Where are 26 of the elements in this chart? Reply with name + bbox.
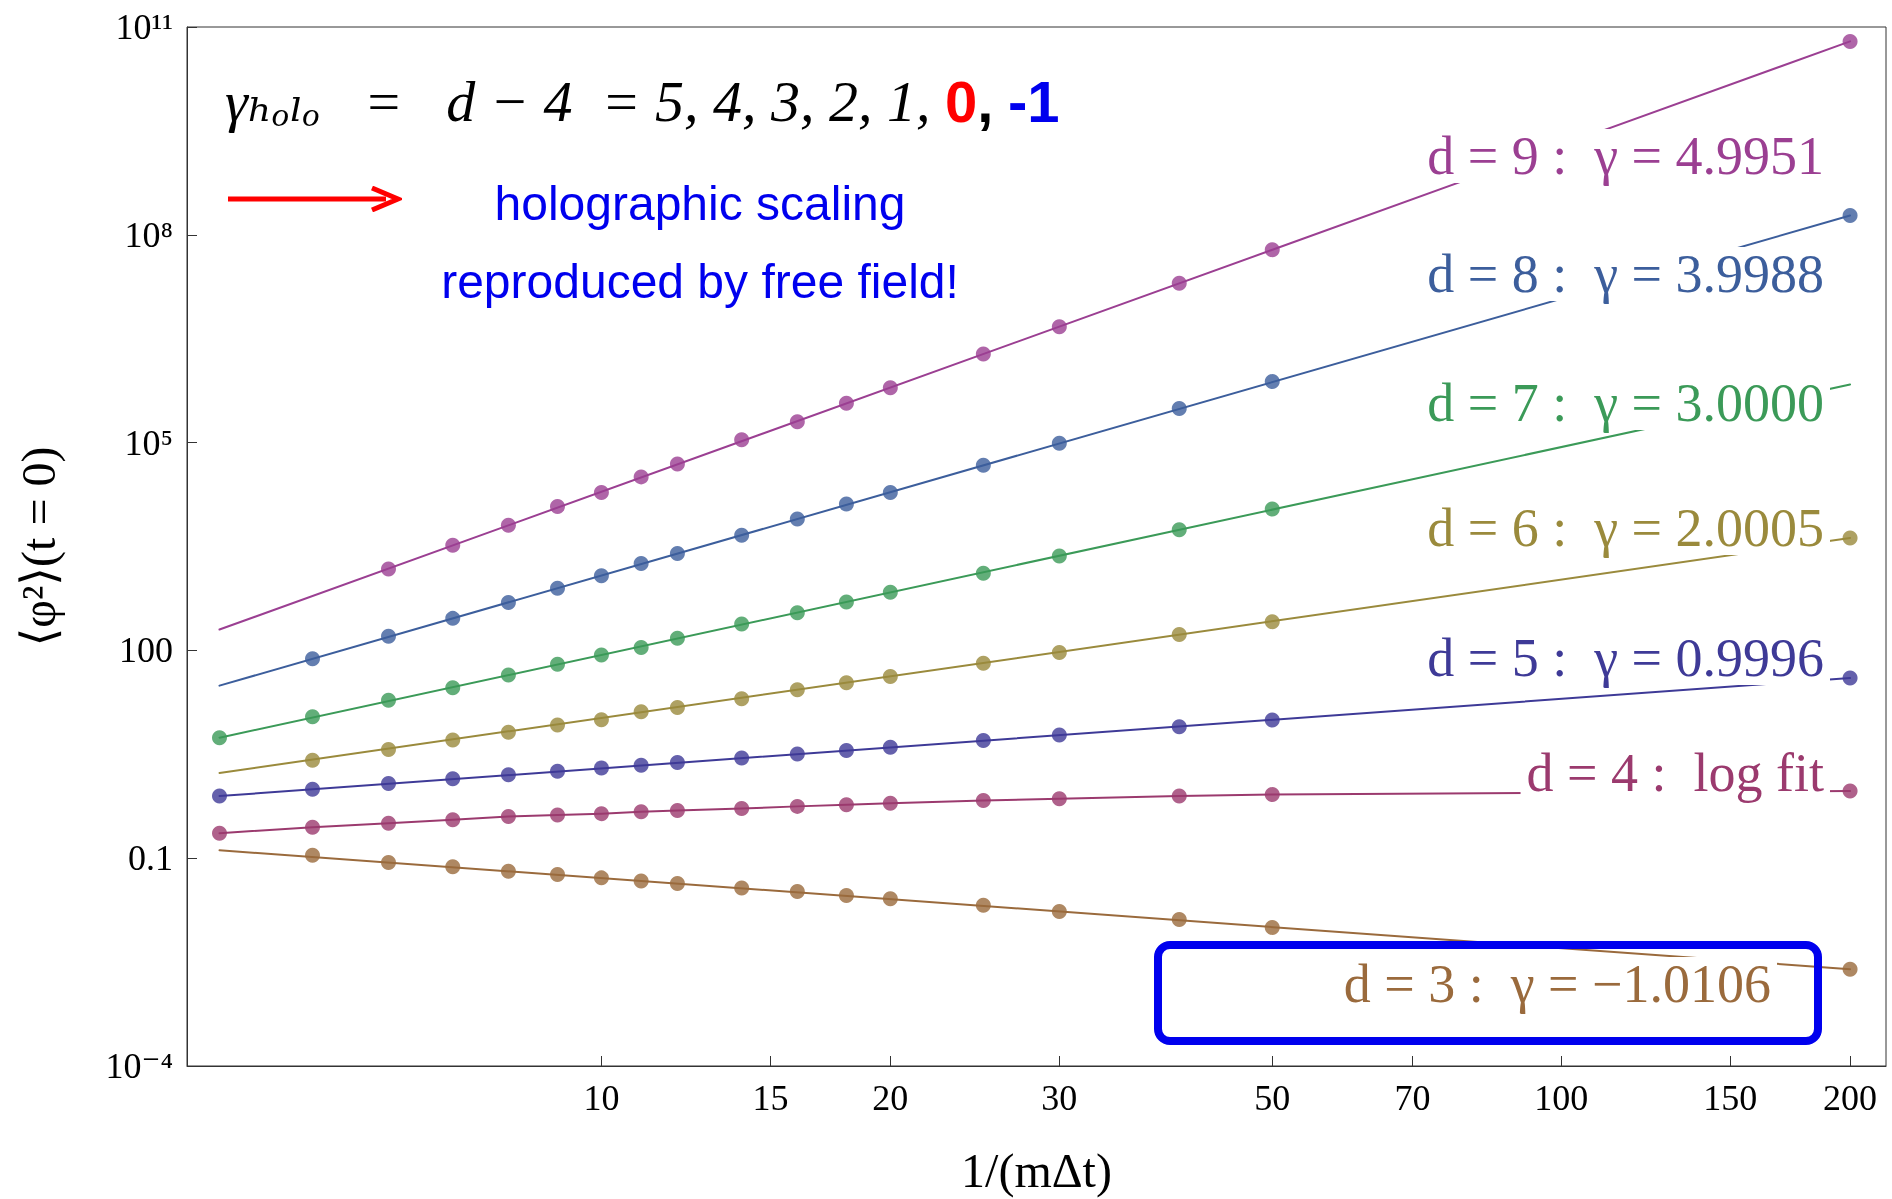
series-label: d = 5 : γ = 0.9996 bbox=[1427, 628, 1825, 688]
text: d = 7 : γ = 3.0000 bbox=[1427, 373, 1825, 433]
x-tick-label: 70 bbox=[1394, 1078, 1431, 1118]
x-tick-label: 50 bbox=[1254, 1078, 1291, 1118]
x-axis-title: 1/(mΔt) bbox=[961, 1143, 1112, 1198]
x-tick-label: 30 bbox=[1041, 1078, 1078, 1118]
y-axis-title: ⟨φ²⟩(t = 0) bbox=[11, 446, 66, 647]
series-label: d = 4 : log fit bbox=[1526, 743, 1824, 803]
annotation: holographic scaling reproduced by free field! bbox=[441, 176, 959, 308]
y-tick-label: 0.1 bbox=[128, 838, 173, 879]
annotation: γₕₒₗₒ = d − 4 = 5, 4, 3, 2, 1, 0, -1 bbox=[225, 68, 1060, 134]
y-tick-label: 10⁵ bbox=[124, 422, 173, 463]
x-tick-label: 20 bbox=[872, 1078, 909, 1118]
x-tick-label: 100 bbox=[1534, 1078, 1589, 1118]
y-tick-label: 10¹¹ bbox=[115, 7, 173, 47]
x-tick-label: 150 bbox=[1703, 1078, 1758, 1118]
x-tick-label: 200 bbox=[1823, 1078, 1878, 1118]
series-label: d = 3 : γ = −1.0106 bbox=[1343, 954, 1772, 1014]
y-tick-label: 10⁸ bbox=[124, 214, 173, 255]
x-tick-label: 15 bbox=[752, 1078, 789, 1118]
y-tick-label: 10⁻⁴ bbox=[105, 1046, 173, 1086]
y-tick-label: 100 bbox=[119, 630, 173, 671]
series-label: d = 6 : γ = 2.0005 bbox=[1427, 498, 1825, 558]
x-tick-label: 10 bbox=[583, 1078, 620, 1118]
series-label: d = 9 : γ = 4.9951 bbox=[1427, 126, 1825, 186]
series-label: d = 8 : γ = 3.9988 bbox=[1427, 244, 1825, 304]
